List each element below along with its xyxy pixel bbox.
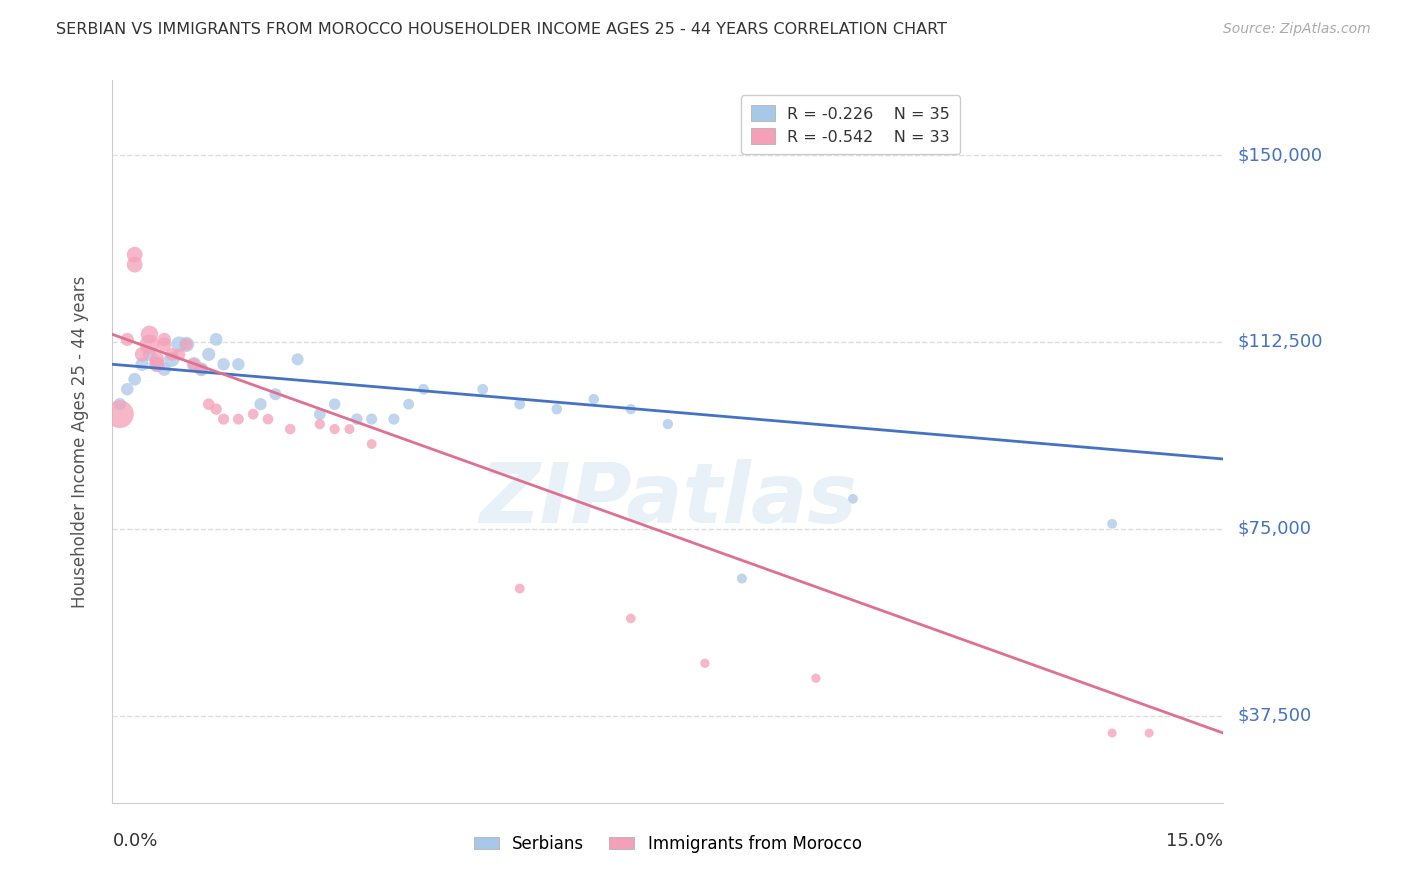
Text: $150,000: $150,000 [1237,146,1322,164]
Legend: Serbians, Immigrants from Morocco: Serbians, Immigrants from Morocco [467,828,869,860]
Point [360,437,382,451]
Point [124,248,146,262]
Point [242,407,264,421]
Point [212,412,235,426]
Point [287,352,309,367]
Text: 15.0%: 15.0% [1166,831,1223,850]
Text: $37,500: $37,500 [1237,706,1312,724]
Point [183,357,205,371]
Point [1137,726,1160,740]
Point [620,611,643,625]
Point [153,362,176,376]
Point [176,337,198,351]
Point [339,422,361,436]
Point [146,357,169,371]
Point [138,327,160,342]
Point [509,397,531,411]
Point [228,412,250,426]
Point [264,387,287,401]
Point [197,347,219,361]
Point [323,397,346,411]
Point [138,347,160,361]
Point [471,382,494,396]
Point [1101,726,1123,740]
Point [323,422,346,436]
Point [108,397,131,411]
Point [131,347,153,361]
Point [212,357,235,371]
Point [346,412,368,426]
Point [382,412,405,426]
Point [731,572,754,586]
Point [153,332,176,346]
Point [167,337,190,351]
Point [117,382,139,396]
Point [205,402,228,417]
Point [131,357,153,371]
Point [183,357,205,371]
Point [138,337,160,351]
Point [167,347,190,361]
Point [228,357,250,371]
Point [108,407,131,421]
Point [398,397,420,411]
Point [146,352,169,367]
Point [657,417,679,431]
Text: Source: ZipAtlas.com: Source: ZipAtlas.com [1223,22,1371,37]
Point [693,657,716,671]
Point [582,392,605,407]
Point [176,337,198,351]
Y-axis label: Householder Income Ages 25 - 44 years: Householder Income Ages 25 - 44 years [70,276,89,607]
Point [412,382,434,396]
Point [804,671,827,685]
Point [620,402,643,417]
Point [197,397,219,411]
Point [190,362,212,376]
Text: SERBIAN VS IMMIGRANTS FROM MOROCCO HOUSEHOLDER INCOME AGES 25 - 44 YEARS CORRELA: SERBIAN VS IMMIGRANTS FROM MOROCCO HOUSE… [56,22,948,37]
Text: $112,500: $112,500 [1237,333,1323,351]
Point [546,402,568,417]
Point [146,357,169,371]
Point [360,412,382,426]
Point [160,352,183,367]
Point [153,337,176,351]
Point [1101,516,1123,531]
Point [308,417,330,431]
Text: $75,000: $75,000 [1237,520,1312,538]
Point [124,372,146,386]
Point [308,407,330,421]
Text: 0.0%: 0.0% [112,831,157,850]
Point [205,332,228,346]
Point [190,362,212,376]
Point [160,347,183,361]
Point [842,491,865,506]
Point [257,412,280,426]
Point [117,332,139,346]
Text: ZIPatlas: ZIPatlas [479,458,856,540]
Point [124,258,146,272]
Point [249,397,271,411]
Point [509,582,531,596]
Point [278,422,301,436]
